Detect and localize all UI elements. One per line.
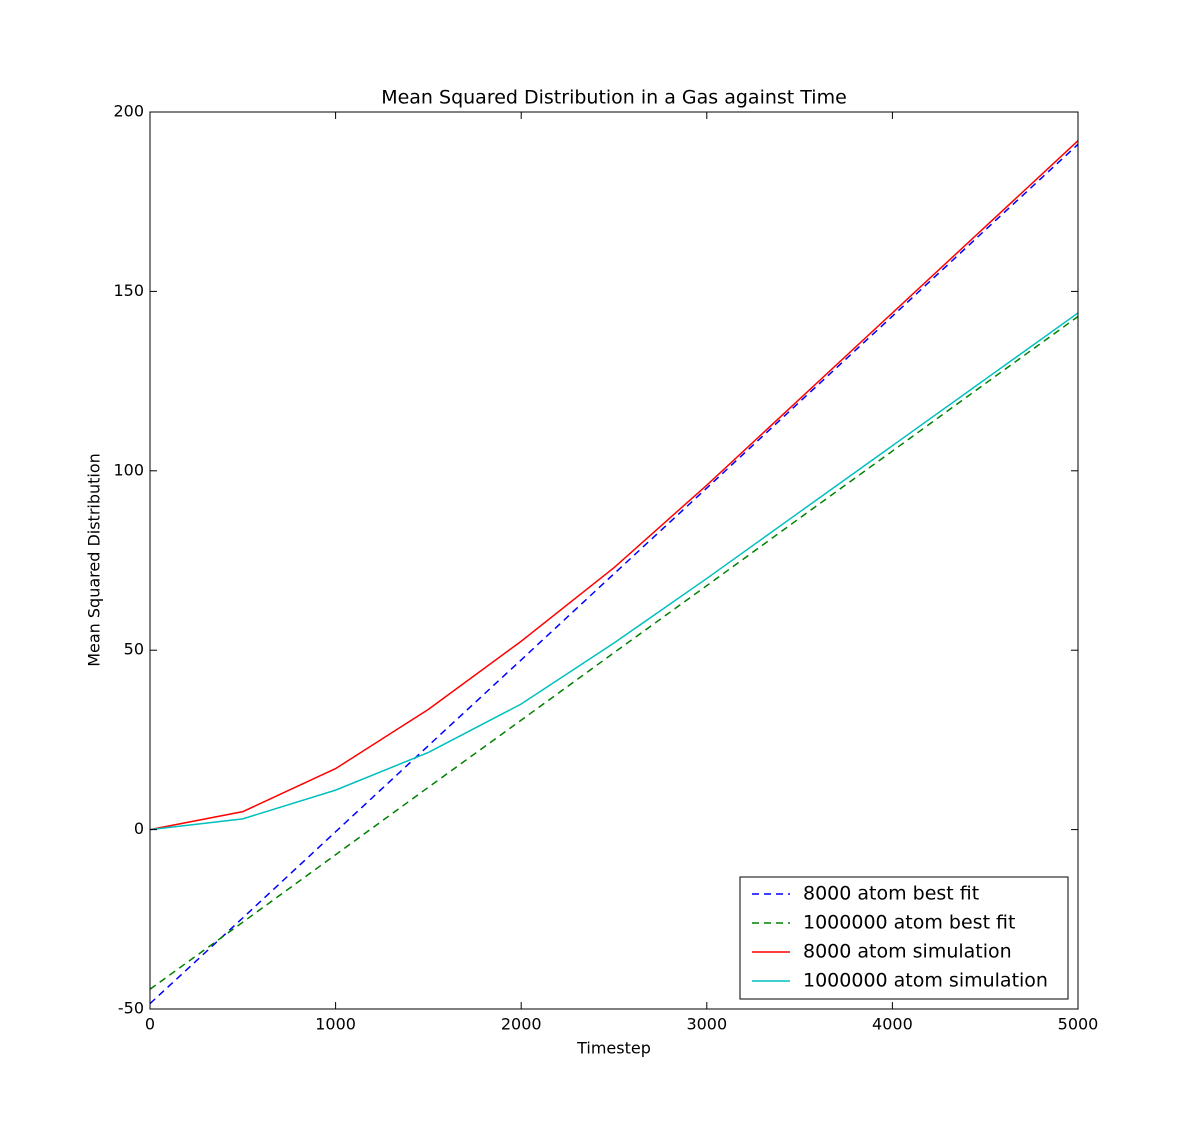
x-tick-label: 0 — [145, 1015, 155, 1034]
legend-label: 1000000 atom simulation — [803, 970, 1048, 992]
x-tick-label: 1000 — [315, 1015, 356, 1034]
chart-title: Mean Squared Distribution in a Gas again… — [381, 87, 847, 109]
y-axis-label: Mean Squared Distribution — [85, 453, 104, 667]
x-tick-label: 4000 — [872, 1015, 913, 1034]
y-tick-label: 0 — [134, 819, 144, 838]
x-tick-label: 3000 — [686, 1015, 727, 1034]
series-line — [149, 143, 1079, 1005]
y-tick-label: -50 — [118, 999, 144, 1018]
series-line — [149, 312, 1079, 831]
x-axis-label: Timestep — [576, 1039, 651, 1058]
plot-frame — [149, 111, 1079, 1010]
y-tick-label: 200 — [113, 102, 144, 121]
legend-label: 8000 atom best fit — [803, 883, 979, 905]
y-tick-label: 150 — [113, 281, 144, 300]
y-tick-label: 50 — [124, 640, 144, 659]
series-line — [149, 140, 1079, 831]
legend-box — [739, 876, 1069, 1000]
x-tick-label: 2000 — [501, 1015, 542, 1034]
y-tick-label: 100 — [113, 460, 144, 479]
x-tick-label: 5000 — [1058, 1015, 1099, 1034]
legend-label: 8000 atom simulation — [803, 941, 1012, 963]
legend-label: 1000000 atom best fit — [803, 912, 1015, 934]
